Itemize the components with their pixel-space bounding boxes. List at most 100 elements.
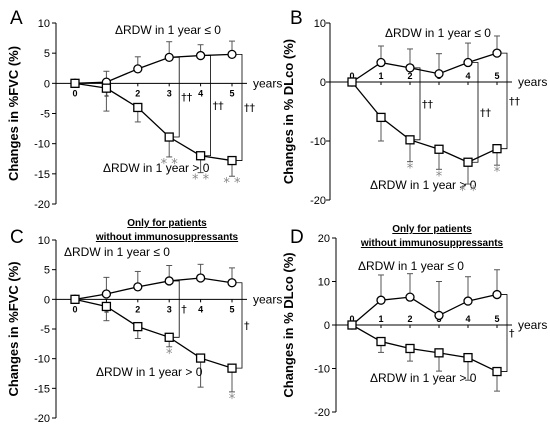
panel-c-ytick-label: 5	[44, 265, 50, 277]
panel-a-series-2-point	[164, 132, 174, 142]
panel-c-series-1-label: ΔRDW in 1 year ≤ 0	[64, 245, 170, 259]
panel-a-ytick-label: -10	[34, 139, 50, 151]
panel-d-ytick-label: -10	[314, 364, 330, 376]
panel-d-series-2-point	[434, 348, 444, 358]
panel-d-series-1-point	[376, 295, 386, 305]
panel-d-ytick-label: 20	[318, 233, 330, 245]
panel-c-xtick-label: 4	[198, 304, 203, 314]
panel-c-letter: C	[10, 227, 24, 248]
panel-c-ytick-label: -5	[40, 324, 50, 336]
panel-a-significance-mark: ††	[181, 91, 193, 104]
panel-d-xtick-label: 5	[494, 314, 499, 324]
panel-a-ytick-label: -15	[34, 169, 50, 181]
panel-b-letter: B	[290, 8, 303, 29]
panel-b-series-1-label: ΔRDW in 1 year ≤ 0	[385, 26, 491, 40]
panel-b-ytick-label: 10	[314, 18, 326, 30]
panel-a-series-2-line	[74, 82, 233, 162]
panel-a-significance-bracket	[173, 56, 180, 138]
panel-d-xtick-label: 1	[378, 314, 383, 324]
panel-d-series-1-point	[405, 292, 415, 302]
panel-a-series-2-point	[70, 78, 80, 88]
panel-c-note-line-2: without immunosuppressants	[95, 232, 239, 243]
panel-b-significance-mark: ††	[480, 106, 492, 119]
panel-c-series-1-point	[195, 273, 206, 283]
panel-c-series-2-label: ΔRDW in 1 year > 0	[96, 365, 203, 379]
panel-d-series-1-point	[492, 289, 502, 300]
panel-b-series-2-point	[347, 77, 357, 87]
panel-b-series-1-point	[405, 63, 415, 73]
panel-d-xlabel: years	[518, 318, 547, 332]
panel-a-series-1-label: ΔRDW in 1 year ≤ 0	[115, 23, 221, 37]
panel-c-series-1-point	[227, 278, 237, 288]
panel-b-asterisk: * *	[459, 184, 477, 199]
panel-b-series-1-line	[351, 52, 498, 83]
panel-b-series-2-point	[492, 144, 502, 154]
panel-d-letter: D	[290, 227, 304, 248]
panel-b-series-2-line	[351, 81, 498, 163]
panel-c-ytick-label: -10	[34, 354, 50, 366]
panel-a-series-2-point	[101, 83, 112, 93]
panel-d-series-2-point	[347, 320, 357, 330]
panel-a-series-1-point	[195, 50, 206, 61]
panel-a-xtick-label: 4	[198, 88, 203, 98]
panel-c-xtick-label: 5	[229, 304, 234, 314]
panel-a-asterisk: * *	[223, 176, 241, 191]
panel-c-series-1-point	[164, 276, 174, 286]
panel-a-ytick-label: -5	[40, 109, 50, 121]
panel-a-significance-bracket	[236, 53, 243, 161]
panel-a-xtick-label: 3	[167, 88, 172, 98]
panel-b-significance-bracket	[414, 67, 421, 141]
panel-c-note-line-1: Only for patients	[127, 218, 207, 229]
panel-c-ylabel: Changes in %FVC (%)	[6, 261, 21, 396]
panel-b-significance-bracket	[472, 62, 479, 163]
panel-b-significance-mark: ††	[509, 95, 521, 108]
panel-a-ytick-label: -20	[34, 199, 50, 211]
panel-b-series-2-point	[376, 112, 386, 123]
panel-d-xtick-label: 0	[349, 314, 354, 324]
panel-a-significance-mark: ††	[244, 101, 256, 114]
panel-c-series-2-point	[70, 294, 80, 304]
panel-a-asterisk: * *	[161, 157, 179, 172]
panel-b-xtick-label: 2	[407, 71, 412, 81]
panel-a-significance-mark: ††	[213, 100, 225, 113]
panel-c-series-2-line	[74, 298, 233, 369]
panel-c-series-1-line	[74, 277, 233, 300]
panel-b-xtick-label: 0	[349, 71, 354, 81]
panel-a-xtick-label: 0	[72, 88, 77, 98]
panel-d-xtick-label: 2	[407, 314, 412, 324]
panel-a-series-2-point	[227, 155, 237, 166]
panel-d-significance-mark: †	[509, 327, 515, 340]
panel-d-ytick-label: 10	[318, 277, 330, 289]
panel-c-series-2-point	[227, 363, 237, 373]
panel-b-series-1-point	[434, 69, 444, 79]
panel-d-note-line-1: Only for patients	[392, 224, 472, 235]
panel-a-significance-bracket	[204, 55, 212, 157]
panel-d-series-1-point	[463, 296, 473, 306]
panel-c-series-1-point	[133, 282, 143, 292]
panel-c-series-2-point	[164, 332, 174, 342]
panel-c-significance-bracket	[236, 282, 243, 369]
panel-b-significance-bracket	[501, 52, 508, 150]
panel-b-series-2-point	[434, 144, 444, 154]
panel-c-ytick-label: 10	[38, 235, 50, 247]
panel-c-xlabel: years	[253, 292, 282, 306]
panel-d-series-1-line	[351, 293, 498, 326]
panel-b-series-2-point	[405, 135, 415, 145]
panel-b-ytick-label: -10	[310, 136, 326, 148]
panel-c-xtick-label: 3	[167, 304, 172, 314]
panel-b-series-2-label: ΔRDW in 1 year > 0	[370, 178, 477, 192]
panel-b-ylabel: Changes in % DLco (%)	[281, 39, 296, 184]
panel-a-series-1-point	[227, 49, 237, 60]
panel-a-ytick-label: 0	[44, 78, 50, 90]
panel-d-series-2-point	[405, 343, 415, 354]
panel-a-series-2-point	[195, 151, 206, 161]
panel-d-series-2-point	[463, 352, 473, 363]
panel-a-xlabel: years	[253, 76, 282, 90]
panel-c-ytick-label: -15	[34, 383, 50, 395]
panel-c-series-2-point	[195, 353, 206, 363]
panel-d-note-line-2: without immunosuppressants	[360, 238, 504, 249]
panel-c-series-2-point	[101, 301, 112, 312]
panel-c-significance-mark: †	[181, 303, 187, 316]
panel-c-xtick-label: 0	[72, 304, 77, 314]
